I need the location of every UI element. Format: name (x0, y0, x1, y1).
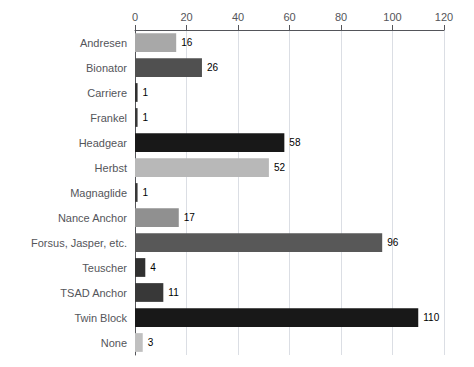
svg-text:Magnaglide: Magnaglide (70, 187, 127, 199)
svg-text:1: 1 (143, 112, 149, 123)
svg-text:11: 11 (168, 287, 179, 298)
svg-text:Herbst: Herbst (95, 162, 127, 174)
svg-text:52: 52 (274, 162, 286, 173)
svg-text:20: 20 (180, 11, 192, 23)
svg-text:100: 100 (383, 11, 401, 23)
svg-text:40: 40 (232, 11, 244, 23)
svg-text:Teuscher: Teuscher (82, 262, 127, 274)
svg-text:Carriere: Carriere (87, 87, 127, 99)
svg-text:16: 16 (181, 37, 193, 48)
svg-text:Andresen: Andresen (80, 37, 127, 49)
svg-text:1: 1 (143, 87, 149, 98)
svg-text:Nance Anchor: Nance Anchor (58, 212, 127, 224)
svg-text:26: 26 (207, 62, 219, 73)
svg-text:Headgear: Headgear (79, 137, 128, 149)
svg-text:0: 0 (132, 11, 138, 23)
svg-text:1: 1 (143, 187, 149, 198)
svg-text:3: 3 (148, 337, 154, 348)
svg-text:Frankel: Frankel (90, 112, 127, 124)
svg-text:110: 110 (423, 312, 439, 323)
svg-text:96: 96 (387, 237, 399, 248)
svg-text:120: 120 (435, 11, 453, 23)
svg-text:Forsus, Jasper, etc.: Forsus, Jasper, etc. (31, 237, 127, 249)
svg-text:4: 4 (150, 262, 156, 273)
svg-text:58: 58 (289, 137, 301, 148)
svg-text:80: 80 (335, 11, 347, 23)
svg-text:Twin Block: Twin Block (74, 312, 127, 324)
svg-text:TSAD Anchor: TSAD Anchor (60, 287, 127, 299)
svg-text:None: None (101, 337, 127, 349)
svg-text:Bionator: Bionator (86, 62, 127, 74)
svg-text:60: 60 (283, 11, 295, 23)
svg-text:17: 17 (184, 212, 196, 223)
